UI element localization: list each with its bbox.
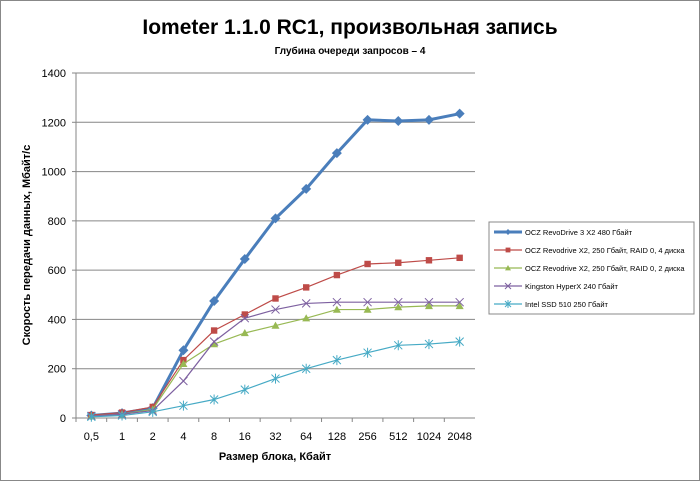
data-point (271, 305, 280, 314)
legend-label: OCZ Revodrive X2, 250 Гбайт, RAID 0, 4 д… (525, 246, 685, 255)
data-point (424, 301, 433, 310)
data-point (395, 259, 402, 266)
data-point (271, 373, 280, 384)
data-point (332, 305, 341, 313)
data-point (424, 297, 434, 307)
data-point (179, 400, 188, 411)
x-axis-label: Размер блока, Кбайт (219, 451, 332, 463)
x-tick-label: 2048 (447, 431, 471, 443)
legend: OCZ RevoDrive 3 X2 480 Гбайт OCZ Revodriv… (488, 221, 695, 315)
data-point (301, 299, 311, 308)
data-point (393, 340, 403, 351)
data-point (178, 345, 189, 356)
data-point (423, 114, 434, 125)
legend-box (488, 221, 695, 315)
x-tick-label: 8 (211, 431, 217, 443)
x-tick-label: 128 (328, 431, 346, 443)
data-point (393, 116, 404, 127)
data-point (454, 108, 465, 119)
y-tick-label: 800 (48, 216, 66, 228)
x-tick-label: 4 (180, 431, 186, 443)
data-point (505, 247, 511, 253)
y-tick-label: 600 (48, 265, 66, 277)
data-point (209, 394, 219, 405)
data-point (393, 297, 403, 307)
data-point (455, 336, 465, 347)
data-point (241, 311, 249, 318)
y-tick-label: 1000 (42, 167, 66, 179)
data-point (210, 340, 219, 348)
legend-label: OCZ RevoDrive 3 X2 480 Гбайт (525, 228, 633, 237)
x-tick-label: 16 (239, 431, 251, 443)
data-point (148, 406, 158, 417)
x-tick-label: 32 (269, 431, 281, 443)
y-tick-label: 0 (60, 413, 66, 425)
series-4 (86, 336, 465, 422)
data-point (394, 303, 403, 311)
data-point (424, 339, 434, 350)
legend-label: Kingston HyperX 240 Гбайт (525, 282, 619, 291)
y-tick-label: 400 (48, 314, 66, 326)
data-point (240, 328, 249, 337)
data-point (86, 411, 96, 422)
chart-subtitle: Глубина очереди запросов – 4 (275, 45, 426, 57)
chart-title: Iometer 1.1.0 RC1, произвольная запись (142, 16, 557, 39)
data-point (363, 297, 372, 307)
data-point (239, 254, 250, 265)
x-tick-label: 512 (389, 431, 407, 443)
y-axis-label: Скорость передачи данных, Мбайт/с (21, 145, 33, 346)
data-point (332, 297, 342, 307)
y-tick-label: 1200 (42, 117, 66, 129)
x-tick-label: 0,5 (84, 431, 99, 443)
data-point (209, 337, 219, 346)
data-point (455, 297, 465, 307)
data-point (331, 148, 342, 159)
data-point (364, 260, 371, 268)
data-point (271, 321, 280, 329)
data-point (332, 355, 342, 366)
data-point (363, 347, 372, 358)
data-point (362, 114, 373, 125)
data-point (272, 295, 279, 302)
data-point (363, 305, 372, 313)
y-tick-label: 200 (48, 364, 66, 376)
data-point (505, 265, 511, 271)
data-point (302, 284, 310, 291)
legend-label: OCZ Revodrive X2, 250 Гбайт, RAID 0, 2 д… (525, 264, 685, 273)
x-tick-label: 1024 (417, 431, 441, 443)
x-tick-label: 1 (119, 431, 125, 443)
data-point (240, 313, 250, 323)
x-tick-label: 256 (358, 431, 376, 443)
data-point (270, 213, 281, 224)
data-point (333, 271, 341, 279)
data-point (504, 282, 512, 290)
y-tick-label: 1400 (42, 68, 66, 80)
data-point (209, 295, 220, 306)
x-tick-label: 64 (300, 431, 312, 443)
data-point (117, 410, 127, 421)
data-point (301, 183, 312, 194)
data-point (179, 376, 188, 386)
x-tick-label: 2 (150, 431, 156, 443)
data-point (504, 300, 512, 308)
data-point (456, 254, 463, 262)
data-point (425, 257, 433, 264)
data-point (179, 359, 188, 367)
data-point (455, 301, 464, 310)
data-point (505, 229, 511, 235)
data-point (240, 384, 250, 395)
legend-label: Intel SSD 510 250 Гбайт (525, 300, 609, 309)
data-point (301, 363, 311, 374)
data-point (302, 314, 311, 322)
data-point (210, 327, 218, 334)
